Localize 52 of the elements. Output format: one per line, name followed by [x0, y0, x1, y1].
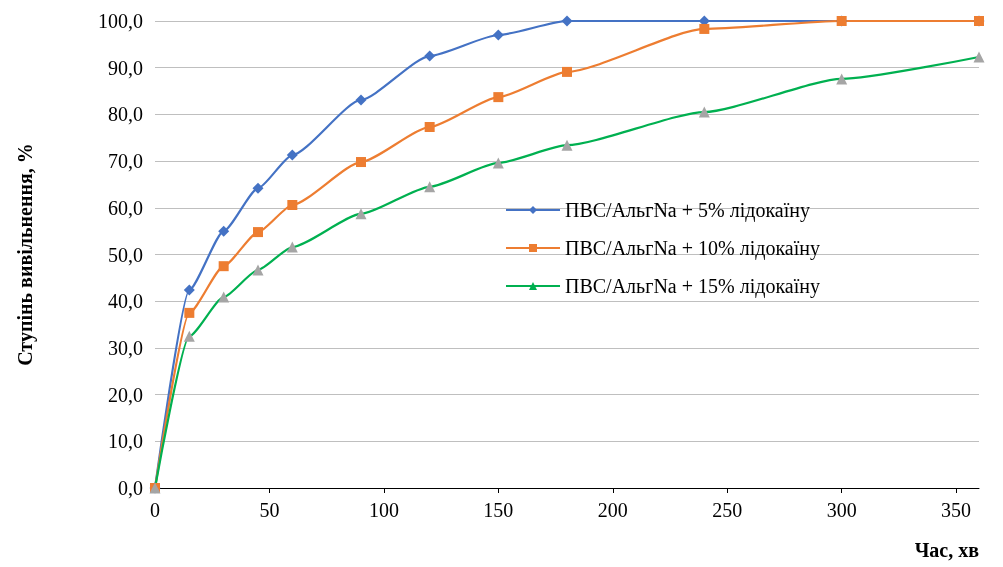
x-tick-label: 0 [150, 499, 160, 521]
x-tick-label: 350 [941, 499, 972, 521]
y-tick-label: 90,0 [108, 56, 143, 79]
y-axis-title: Ступінь вивільнення, % [14, 143, 37, 366]
point [492, 29, 504, 41]
point [424, 181, 436, 193]
y-tick-label: 40,0 [108, 290, 143, 313]
x-tick-label: 200 [597, 499, 628, 521]
x-tick-label: 150 [483, 499, 514, 521]
point [699, 23, 710, 34]
point [287, 200, 298, 210]
legend-label: ПВС/АльгNa + 15% лідокаїну [565, 275, 820, 298]
y-tick-label: 60,0 [108, 196, 143, 219]
point [218, 225, 230, 237]
legend-label: ПВС/АльгNa + 10% лідокаїну [565, 237, 820, 260]
x-tick-label: 50 [259, 499, 280, 521]
y-tick-label: 0,0 [118, 477, 143, 499]
point [698, 106, 710, 118]
y-tick-label: 100,0 [98, 10, 143, 32]
point [562, 66, 572, 77]
point [183, 330, 195, 342]
point [492, 157, 504, 169]
y-tick-label: 80,0 [108, 103, 143, 126]
point [973, 51, 985, 63]
point [424, 122, 435, 133]
y-tick-label: 70,0 [108, 150, 143, 173]
point [561, 139, 573, 151]
y-tick-label: 30,0 [108, 336, 143, 359]
y-tick-label: 10,0 [108, 430, 143, 453]
y-tick-label: 50,0 [108, 243, 143, 266]
point [218, 291, 230, 303]
point [184, 307, 195, 318]
point [356, 157, 366, 168]
point [252, 182, 264, 194]
point [836, 73, 848, 85]
point [253, 227, 263, 238]
point [286, 149, 298, 161]
point [286, 241, 298, 253]
point [424, 50, 436, 62]
point [218, 261, 229, 272]
point [252, 264, 264, 276]
x-axis-title: Час, хв [914, 539, 980, 561]
point [493, 92, 504, 103]
point [355, 208, 367, 220]
x-tick-label: 100 [368, 499, 399, 521]
y-tick-label: 20,0 [108, 383, 143, 406]
x-tick-label: 250 [712, 499, 743, 521]
x-tick-label: 300 [826, 499, 857, 521]
point [183, 284, 195, 296]
legend-label: ПВС/АльгNa + 5% лідокаїну [565, 199, 810, 222]
point [561, 15, 573, 27]
point [355, 94, 367, 106]
